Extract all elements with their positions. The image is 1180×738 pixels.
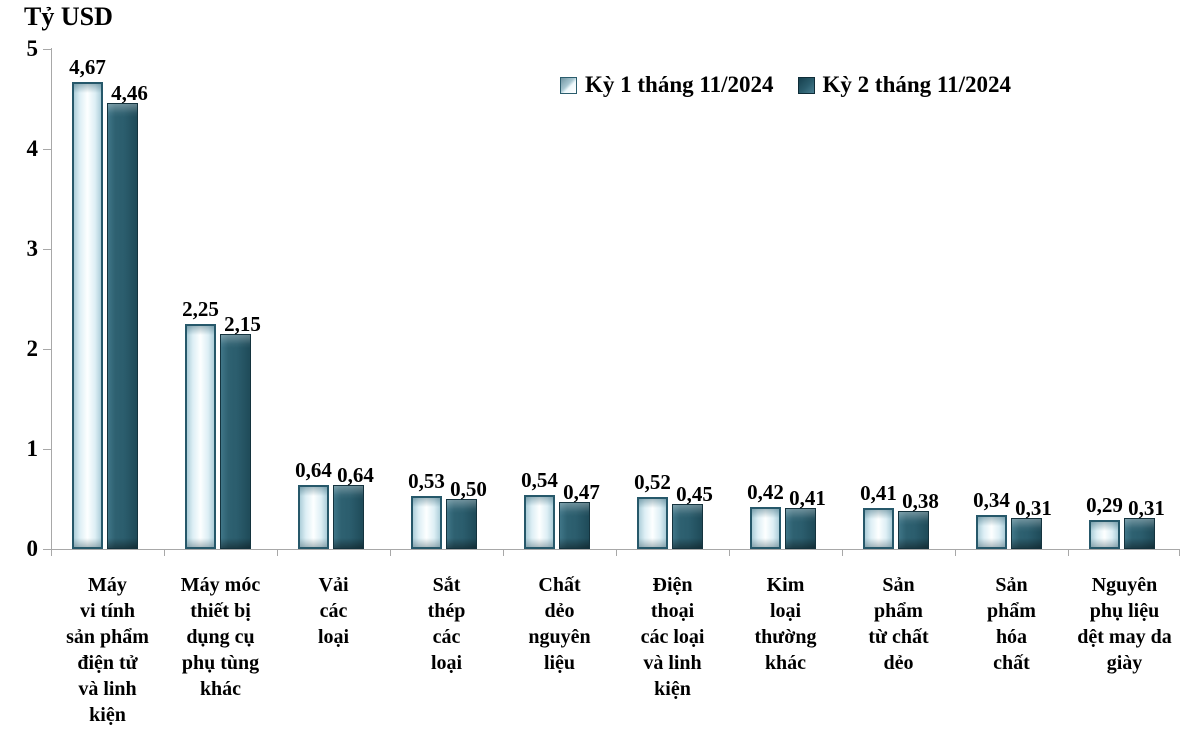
value-label-ky1: 0,42 xyxy=(747,480,784,504)
category-label: Sản phẩm từ chất dẻo xyxy=(868,574,929,674)
y-tick-mark xyxy=(43,549,51,550)
y-tick-mark xyxy=(43,349,51,350)
category-label: Sản phẩm hóa chất xyxy=(987,574,1036,674)
legend-item-ky1: Kỳ 1 tháng 11/2024 xyxy=(560,72,774,98)
category-label: Vải các loại xyxy=(317,574,350,648)
x-axis-line xyxy=(51,549,1180,550)
bar-ky2 xyxy=(672,504,703,549)
y-tick-mark xyxy=(43,49,51,50)
value-label-ky1: 0,53 xyxy=(408,469,445,493)
bar-ky2 xyxy=(898,511,929,549)
value-label-ky1: 0,64 xyxy=(295,458,332,482)
x-tick-mark xyxy=(842,549,843,556)
y-tick-label: 4 xyxy=(26,136,39,161)
x-tick-mark xyxy=(390,549,391,556)
y-tick-label: 0 xyxy=(26,536,39,561)
legend: Kỳ 1 tháng 11/2024 Kỳ 2 tháng 11/2024 xyxy=(560,72,1011,98)
value-label-ky2: 0,31 xyxy=(1015,496,1052,520)
value-label-ky1: 0,54 xyxy=(521,468,558,492)
legend-swatch-ky1-icon xyxy=(560,76,577,94)
value-label-ky2: 4,46 xyxy=(111,81,148,105)
legend-label-ky2: Kỳ 2 tháng 11/2024 xyxy=(822,72,1012,97)
bar-ky1 xyxy=(1089,520,1120,549)
category-label: Chất dẻo nguyên liệu xyxy=(528,574,591,674)
y-axis-title: Tỷ USD xyxy=(24,2,113,31)
bar-ky1 xyxy=(863,508,894,549)
x-tick-mark xyxy=(277,549,278,556)
bar-ky1 xyxy=(524,495,555,549)
bar-ky1 xyxy=(976,515,1007,549)
value-label-ky2: 0,47 xyxy=(563,480,600,504)
category-label: Máy vi tính sản phẩm điện tử và linh kiệ… xyxy=(66,574,149,726)
category-label: Kim loại thường khác xyxy=(754,574,817,674)
bar-ky1 xyxy=(298,485,329,549)
x-tick-mark xyxy=(503,549,504,556)
y-tick-label: 5 xyxy=(26,36,39,61)
bar-ky2 xyxy=(446,499,477,549)
x-tick-mark xyxy=(729,549,730,556)
y-tick-label: 1 xyxy=(26,436,39,461)
value-label-ky2: 0,45 xyxy=(676,482,713,506)
bar-ky2 xyxy=(107,103,138,549)
bar-ky2 xyxy=(785,508,816,549)
legend-item-ky2: Kỳ 2 tháng 11/2024 xyxy=(797,72,1012,98)
bar-ky1 xyxy=(411,496,442,549)
bar-ky2 xyxy=(1124,518,1155,549)
y-axis-line xyxy=(51,48,52,549)
y-tick-label: 3 xyxy=(26,236,39,261)
bar-ky2 xyxy=(220,334,251,549)
y-tick-label: 2 xyxy=(26,336,39,361)
value-label-ky1: 2,25 xyxy=(182,297,219,321)
value-label-ky2: 0,50 xyxy=(450,477,487,501)
value-label-ky2: 0,38 xyxy=(902,489,939,513)
value-label-ky2: 2,15 xyxy=(224,312,261,336)
y-tick-mark xyxy=(43,449,51,450)
value-label-ky2: 0,31 xyxy=(1128,496,1165,520)
x-tick-mark xyxy=(1068,549,1069,556)
bar-ky2 xyxy=(333,485,364,549)
bar-ky1 xyxy=(185,324,216,549)
bar-ky1 xyxy=(637,497,668,549)
legend-swatch-ky2-icon xyxy=(797,76,815,94)
value-label-ky1: 0,41 xyxy=(860,481,897,505)
value-label-ky1: 0,29 xyxy=(1086,493,1123,517)
category-label: Điện thoại các loại và linh kiện xyxy=(640,574,705,700)
x-tick-mark xyxy=(616,549,617,556)
value-label-ky1: 4,67 xyxy=(69,55,106,79)
value-label-ky2: 0,41 xyxy=(789,486,826,510)
category-label: Nguyên phụ liệu dệt may da giày xyxy=(1077,574,1172,674)
bar-ky1 xyxy=(750,507,781,549)
x-tick-mark xyxy=(955,549,956,556)
x-tick-mark xyxy=(51,549,52,556)
category-label: Máy móc thiết bị dụng cụ phụ tùng khác xyxy=(180,574,261,700)
value-label-ky1: 0,52 xyxy=(634,470,671,494)
y-tick-mark xyxy=(43,149,51,150)
y-tick-mark xyxy=(43,249,51,250)
legend-label-ky1: Kỳ 1 tháng 11/2024 xyxy=(585,72,774,97)
x-tick-mark xyxy=(164,549,165,556)
bar-ky2 xyxy=(1011,518,1042,549)
value-label-ky1: 0,34 xyxy=(973,488,1010,512)
bar-ky2 xyxy=(559,502,590,549)
value-label-ky2: 0,64 xyxy=(337,463,374,487)
category-label: Sắt thép các loại xyxy=(427,574,466,674)
bar-ky1 xyxy=(72,82,103,549)
